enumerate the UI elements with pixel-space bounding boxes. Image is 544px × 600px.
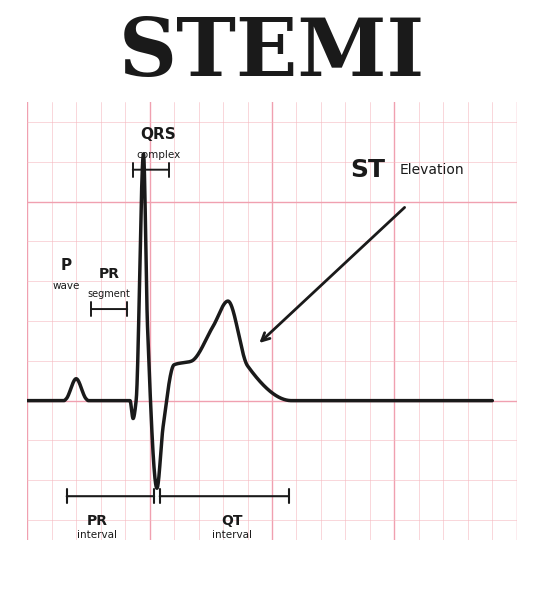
Text: wave: wave	[53, 281, 80, 291]
Text: interval: interval	[212, 530, 252, 540]
Text: PR: PR	[86, 514, 108, 528]
Text: QT: QT	[221, 514, 243, 528]
Text: QRS: QRS	[140, 127, 176, 142]
Text: ST: ST	[350, 158, 385, 182]
Text: segment: segment	[88, 289, 131, 299]
Text: Elevation: Elevation	[399, 163, 464, 176]
Text: P: P	[61, 258, 72, 273]
Text: STEMI: STEMI	[119, 15, 425, 93]
Text: complex: complex	[136, 150, 180, 160]
Text: PR: PR	[98, 267, 120, 281]
Text: interval: interval	[77, 530, 117, 540]
